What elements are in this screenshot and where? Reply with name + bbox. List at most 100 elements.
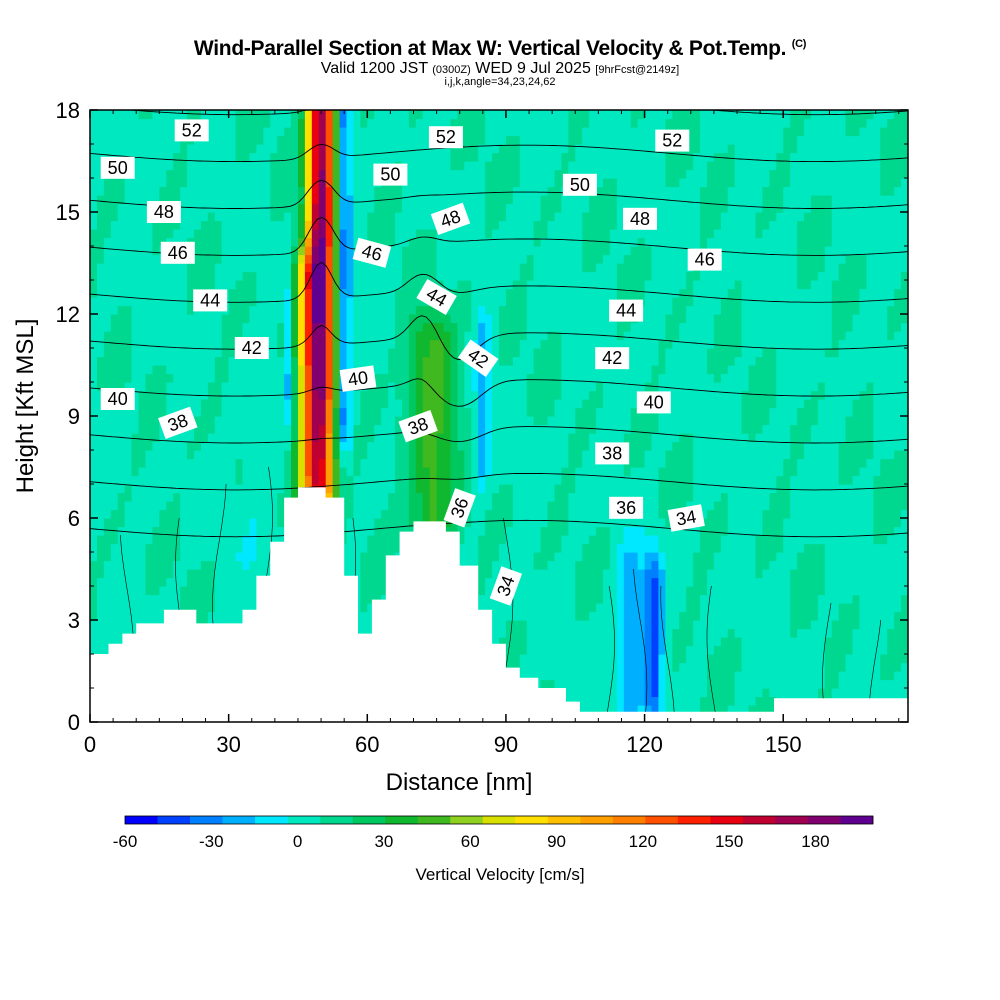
w-cell — [720, 424, 729, 434]
w-cell — [880, 467, 888, 477]
w-cell — [616, 390, 625, 400]
w-cell — [526, 441, 535, 451]
w-cell — [720, 373, 729, 383]
w-cell — [291, 458, 299, 468]
w-cell — [304, 382, 313, 392]
w-cell — [845, 373, 854, 383]
w-cell — [103, 441, 112, 451]
w-cell — [755, 416, 764, 426]
w-cell — [533, 458, 542, 468]
w-cell — [866, 586, 874, 596]
w-cell — [658, 424, 666, 434]
w-cell — [582, 382, 590, 392]
w-cell — [727, 671, 736, 681]
w-cell — [769, 705, 777, 715]
w-cell — [665, 526, 673, 536]
w-cell — [693, 535, 701, 545]
w-cell — [665, 501, 673, 511]
w-cell — [658, 509, 666, 519]
w-cell — [887, 518, 895, 528]
w-cell — [90, 611, 98, 621]
w-cell — [381, 390, 389, 400]
w-cell — [776, 399, 784, 409]
w-cell — [672, 654, 680, 664]
w-cell — [471, 560, 479, 570]
w-cell — [478, 594, 486, 604]
w-cell — [596, 552, 604, 562]
w-cell — [748, 654, 757, 664]
w-cell — [658, 671, 666, 681]
w-cell — [817, 535, 826, 545]
w-cell — [478, 382, 486, 392]
w-cell — [700, 594, 708, 604]
w-cell — [367, 577, 375, 587]
w-cell — [686, 688, 694, 698]
w-cell — [214, 594, 223, 604]
w-cell — [852, 586, 861, 596]
w-cell — [152, 484, 160, 494]
w-cell — [824, 637, 833, 647]
w-cell — [173, 518, 181, 528]
w-cell — [547, 662, 556, 672]
w-cell — [90, 382, 98, 392]
w-cell — [582, 424, 590, 434]
w-cell — [810, 441, 819, 451]
w-cell — [131, 373, 140, 383]
w-cell — [173, 535, 181, 545]
w-cell — [616, 594, 625, 604]
w-cell — [131, 543, 140, 553]
w-cell — [187, 509, 195, 519]
w-cell — [180, 450, 188, 460]
w-cell — [582, 416, 590, 426]
w-cell — [561, 569, 569, 579]
w-cell — [596, 373, 604, 383]
w-cell — [762, 688, 770, 698]
w-cell — [561, 407, 569, 417]
w-cell — [609, 577, 618, 587]
w-cell — [256, 552, 264, 562]
w-cell — [727, 628, 736, 638]
w-cell — [762, 645, 770, 655]
w-cell — [401, 475, 410, 485]
w-cell — [492, 441, 500, 451]
w-cell — [512, 611, 521, 621]
w-cell — [256, 535, 264, 545]
w-cell — [96, 586, 105, 596]
w-cell — [235, 492, 244, 502]
w-cell — [221, 552, 230, 562]
w-cell — [880, 484, 888, 494]
w-cell — [540, 586, 549, 596]
w-cell — [616, 671, 625, 681]
w-cell — [720, 501, 729, 511]
w-cell — [401, 518, 410, 528]
w-cell — [401, 365, 410, 375]
w-cell — [249, 475, 257, 485]
w-cell — [852, 543, 861, 553]
w-cell — [540, 433, 549, 443]
w-cell — [332, 467, 341, 477]
w-cell — [381, 382, 389, 392]
w-cell — [824, 518, 833, 528]
w-cell — [464, 560, 472, 570]
w-cell — [866, 526, 874, 536]
w-cell — [748, 611, 757, 621]
w-cell — [630, 586, 639, 596]
w-cell — [713, 484, 722, 494]
w-cell — [838, 501, 847, 511]
w-cell — [353, 492, 361, 502]
w-cell — [700, 416, 708, 426]
w-cell — [291, 399, 299, 409]
w-cell — [596, 586, 604, 596]
w-cell — [138, 467, 147, 477]
w-cell — [360, 535, 368, 545]
w-cell — [880, 552, 888, 562]
w-cell — [228, 552, 237, 562]
w-cell — [568, 475, 576, 485]
w-cell — [734, 382, 743, 392]
w-cell — [741, 416, 750, 426]
w-cell — [422, 373, 431, 383]
w-cell — [686, 552, 694, 562]
w-cell — [415, 467, 424, 477]
w-cell — [658, 586, 666, 596]
w-cell — [381, 501, 389, 511]
